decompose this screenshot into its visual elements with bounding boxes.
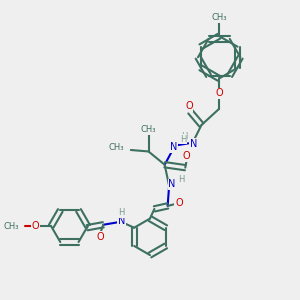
Text: O: O <box>215 88 223 98</box>
Text: H: H <box>180 135 186 144</box>
Text: CH₃: CH₃ <box>4 222 20 231</box>
Text: N: N <box>168 179 176 189</box>
Text: CH₃: CH₃ <box>212 13 227 22</box>
Text: N: N <box>190 139 197 149</box>
Text: CH₃: CH₃ <box>109 142 124 152</box>
Text: H: H <box>118 208 124 217</box>
Text: O: O <box>175 198 183 208</box>
Text: O: O <box>183 152 190 161</box>
Text: O: O <box>97 232 104 242</box>
Text: O: O <box>32 221 39 231</box>
Text: CH₃: CH₃ <box>141 125 156 134</box>
Text: N: N <box>170 142 178 152</box>
Text: N: N <box>118 216 125 226</box>
Text: H: H <box>178 175 184 184</box>
Text: O: O <box>185 101 193 111</box>
Text: H: H <box>182 132 188 141</box>
